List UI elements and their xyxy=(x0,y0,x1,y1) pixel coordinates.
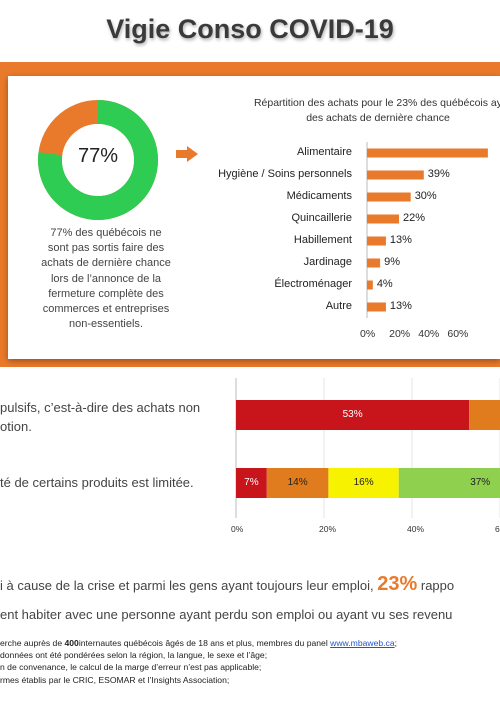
segment-label: 14% xyxy=(287,477,308,488)
segment-label: 53% xyxy=(342,409,363,420)
employment-text-end: rappo xyxy=(420,578,455,593)
segment-label: 16% xyxy=(353,477,374,488)
x-tick-label: 0% xyxy=(360,328,376,340)
impulse-text: pulsifs, c’est-à-dire des achats non oti… xyxy=(0,398,200,436)
x-tick-label: 60% xyxy=(447,328,469,340)
x-tick-label: 6 xyxy=(495,524,500,534)
footer-line: rmes établis par le CRIC, ESOMAR et l’In… xyxy=(0,674,230,685)
bar-value-label: 4% xyxy=(376,278,393,290)
footer-count: 400 xyxy=(64,638,79,648)
summary-line: non-essentiels. xyxy=(69,318,143,331)
bar-value-label: 9% xyxy=(384,256,400,268)
x-tick-label: 40% xyxy=(418,328,440,340)
impulse-line: pulsifs, c’est-à-dire des achats non xyxy=(0,400,201,415)
arrow-right-icon xyxy=(176,146,198,162)
bar-value-label: 22% xyxy=(403,212,426,224)
x-tick-label: 40% xyxy=(407,524,425,534)
summary-line: achats de dernière chance xyxy=(41,257,171,270)
household-line: ent habiter avec une personne ayant perd… xyxy=(0,607,453,622)
chart-title: Répartition des achats pour le 23% des q… xyxy=(248,96,500,126)
bar-value-label: 30% xyxy=(414,190,437,202)
page-title: Vigie Conso COVID-19 xyxy=(106,14,394,44)
summary-line: commerces et entreprises xyxy=(42,303,170,316)
category-label: Alimentaire xyxy=(296,146,352,158)
donut-main-slice xyxy=(38,100,158,220)
category-label: Autre xyxy=(325,300,352,312)
category-label: Hygiène / Soins personnels xyxy=(218,168,352,180)
limited-text: té de certains produits est limitée. xyxy=(0,475,194,490)
chart-title-line: des achats de dernière chance xyxy=(306,112,450,124)
bar-value-label: 39% xyxy=(427,168,450,180)
donut-hole xyxy=(62,124,134,196)
category-label: Électroménager xyxy=(274,278,352,290)
donut-chart xyxy=(38,100,158,220)
summary-line: fermeture complète des xyxy=(48,287,164,300)
chart-title-line: Répartition des achats pour le 23% des q… xyxy=(253,97,500,109)
x-tick-label: 0% xyxy=(231,524,244,534)
bar-value-label: 13% xyxy=(389,300,412,312)
impulse-line: otion. xyxy=(0,419,32,434)
segment-label: 7% xyxy=(244,477,259,488)
panel-link[interactable]: www.mbaweb.ca xyxy=(330,638,395,648)
footer-text: erche auprès de xyxy=(0,638,63,648)
footer-notes: erche auprès de 400internautes québécois… xyxy=(0,637,397,686)
footer-text: internautes québécois âgés de 18 ans et … xyxy=(78,638,328,648)
x-tick-label: 20% xyxy=(389,328,411,340)
employment-line: i à cause de la crise et parmi les gens … xyxy=(0,573,454,596)
category-label: Habillement xyxy=(293,234,352,246)
footer-line: n de convenance, le calcul de la marge d… xyxy=(0,662,262,673)
employment-percent: 23% xyxy=(377,573,418,595)
category-label: Médicaments xyxy=(286,190,352,202)
category-label: Quincaillerie xyxy=(291,212,352,224)
category-label: Jardinage xyxy=(303,256,352,268)
footer-line: erche auprès de 400internautes québécois… xyxy=(0,637,397,649)
footer-line: données ont été pondérées selon la régio… xyxy=(0,650,268,661)
donut-value: 77% xyxy=(77,145,119,167)
employment-text: i à cause de la crise et parmi les gens … xyxy=(0,578,374,593)
summary-line: 77% des québécois ne xyxy=(50,227,162,239)
stacked-segment xyxy=(469,400,500,430)
summary-line: sont pas sortis faire des xyxy=(47,242,165,255)
bar-value-label: 13% xyxy=(389,234,412,246)
summary-text: 77% des québécois ne sont pas sortis fai… xyxy=(30,226,182,332)
summary-line: lors de l’annonce de la xyxy=(50,272,162,285)
segment-label: 37% xyxy=(470,477,491,488)
x-tick-label: 20% xyxy=(319,524,337,534)
footer-text: ; xyxy=(394,638,398,648)
